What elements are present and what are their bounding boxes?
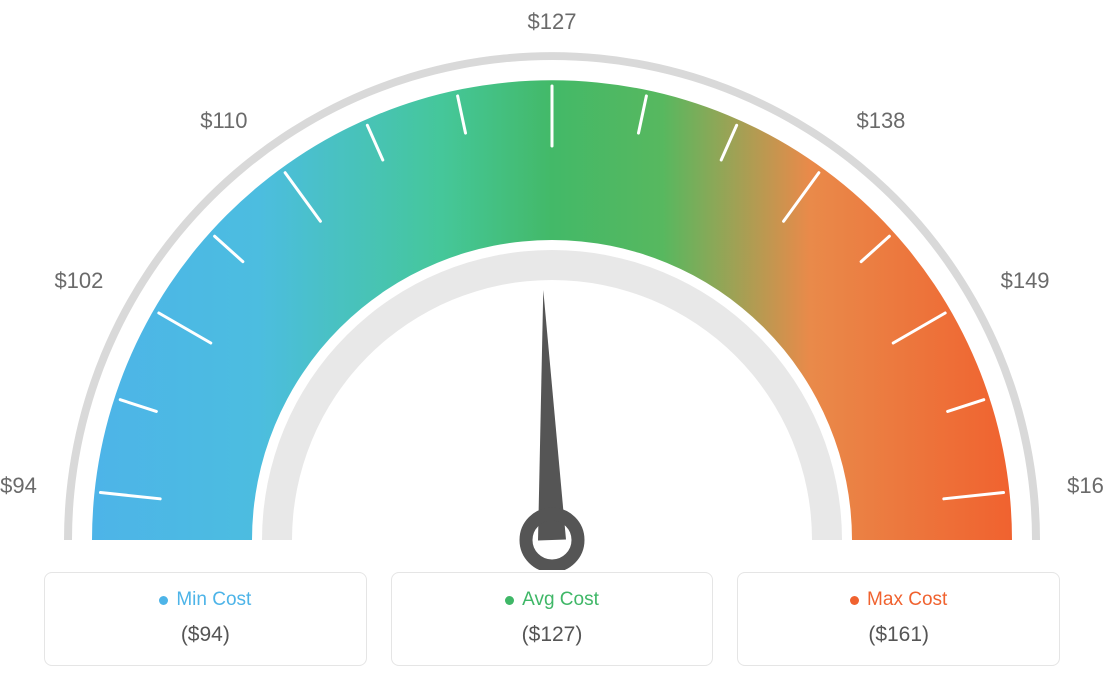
dot-icon [505, 596, 514, 605]
dot-icon [850, 596, 859, 605]
svg-text:$149: $149 [1001, 268, 1050, 293]
dot-icon [159, 596, 168, 605]
legend-min-value: ($94) [65, 623, 346, 647]
legend-min-label: Min Cost [176, 589, 251, 611]
svg-text:$94: $94 [0, 473, 37, 498]
svg-text:$161: $161 [1067, 473, 1104, 498]
legend-title-max: Max Cost [850, 589, 947, 611]
legend-title-avg: Avg Cost [505, 589, 599, 611]
legend-max-value: ($161) [758, 623, 1039, 647]
legend-title-min: Min Cost [159, 589, 251, 611]
legend-card-avg: Avg Cost ($127) [391, 572, 714, 666]
legend-row: Min Cost ($94) Avg Cost ($127) Max Cost … [44, 572, 1060, 666]
legend-card-max: Max Cost ($161) [737, 572, 1060, 666]
svg-text:$127: $127 [528, 9, 577, 34]
legend-card-min: Min Cost ($94) [44, 572, 367, 666]
svg-text:$138: $138 [856, 108, 905, 133]
legend-max-label: Max Cost [867, 589, 947, 611]
svg-text:$110: $110 [200, 108, 247, 133]
legend-avg-label: Avg Cost [522, 589, 599, 611]
legend-avg-value: ($127) [412, 623, 693, 647]
gauge-chart: $94 $102 $110 $127 $138 $149 $161 [0, 0, 1104, 570]
svg-text:$102: $102 [54, 268, 103, 293]
